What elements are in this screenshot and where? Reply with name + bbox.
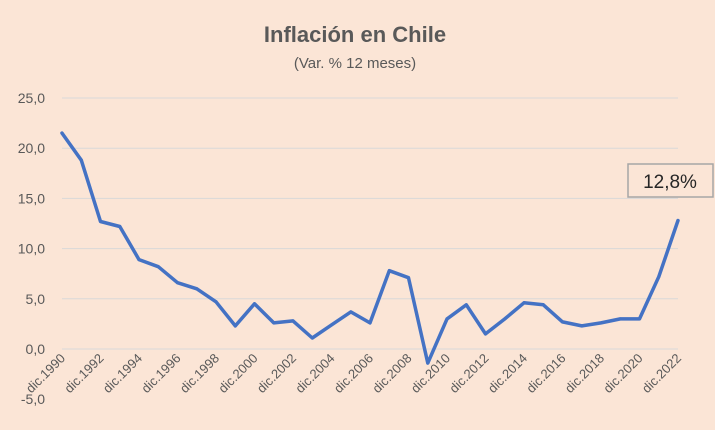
x-tick-label: dic.2020 bbox=[600, 351, 645, 396]
x-tick-label: dic.2022 bbox=[639, 351, 684, 396]
y-tick-label: 5,0 bbox=[26, 291, 46, 307]
data-points bbox=[60, 131, 680, 365]
data-point bbox=[503, 317, 507, 321]
data-point bbox=[60, 131, 64, 135]
y-tick-label: 10,0 bbox=[18, 241, 45, 257]
x-tick-label: dic.1990 bbox=[23, 351, 68, 396]
data-point bbox=[99, 220, 102, 223]
data-point bbox=[156, 265, 160, 269]
data-point bbox=[426, 361, 430, 365]
x-tick-label: dic.2018 bbox=[562, 351, 607, 396]
data-point bbox=[291, 319, 295, 323]
data-point bbox=[176, 281, 179, 285]
data-point bbox=[657, 275, 661, 279]
data-point bbox=[599, 321, 603, 325]
x-tick-label: dic.2012 bbox=[446, 351, 491, 396]
x-axis-ticks: dic.1990dic.1992dic.1994dic.1996dic.1998… bbox=[23, 351, 684, 396]
data-point bbox=[195, 287, 199, 291]
x-tick-label: dic.2014 bbox=[485, 351, 530, 396]
y-tick-label: 20,0 bbox=[18, 140, 45, 156]
x-tick-label: dic.2004 bbox=[292, 351, 337, 396]
data-point bbox=[580, 324, 584, 328]
data-point bbox=[233, 324, 237, 328]
x-tick-label: dic.1992 bbox=[61, 351, 106, 396]
data-point bbox=[387, 269, 391, 273]
x-tick-label: dic.2002 bbox=[254, 351, 299, 396]
last-value-callout-box bbox=[627, 163, 714, 198]
data-point bbox=[638, 317, 641, 321]
data-point bbox=[330, 323, 333, 327]
x-tick-label: dic.2008 bbox=[369, 351, 414, 396]
x-tick-label: dic.2006 bbox=[331, 351, 376, 396]
data-point bbox=[310, 336, 314, 340]
data-point bbox=[464, 303, 468, 307]
x-tick-label: dic.1998 bbox=[177, 351, 222, 396]
x-tick-label: dic.1994 bbox=[100, 351, 145, 396]
data-point bbox=[561, 320, 564, 324]
gridlines bbox=[62, 97, 678, 350]
data-point bbox=[618, 317, 622, 321]
y-tick-label: 0,0 bbox=[26, 341, 46, 357]
last-value-callout-label: 12,8% bbox=[643, 172, 697, 193]
data-point bbox=[137, 258, 141, 262]
data-point bbox=[253, 302, 256, 306]
data-point bbox=[118, 225, 122, 228]
data-point bbox=[272, 321, 276, 325]
x-tick-label: dic.1996 bbox=[138, 351, 183, 396]
y-tick-label: 25,0 bbox=[18, 90, 45, 106]
data-point bbox=[407, 276, 410, 280]
data-point bbox=[445, 317, 449, 321]
data-point bbox=[79, 158, 83, 162]
y-tick-label: 15,0 bbox=[18, 190, 45, 206]
x-tick-label: dic.2000 bbox=[215, 351, 260, 396]
data-point bbox=[349, 310, 353, 314]
data-point bbox=[541, 303, 545, 307]
chart-title: Inflación en Chile bbox=[264, 22, 446, 47]
data-point bbox=[676, 219, 680, 222]
data-point bbox=[484, 332, 487, 336]
data-point bbox=[522, 301, 526, 305]
chart-subtitle: (Var. % 12 meses) bbox=[294, 55, 416, 72]
y-tick-label: -5,0 bbox=[21, 391, 45, 407]
data-point bbox=[214, 300, 218, 304]
x-tick-label: dic.2016 bbox=[523, 351, 568, 396]
y-axis-ticks: 25,0 20,0 15,0 10,0 5,0 0,0 -5,0 bbox=[18, 90, 45, 407]
data-point bbox=[368, 321, 372, 325]
